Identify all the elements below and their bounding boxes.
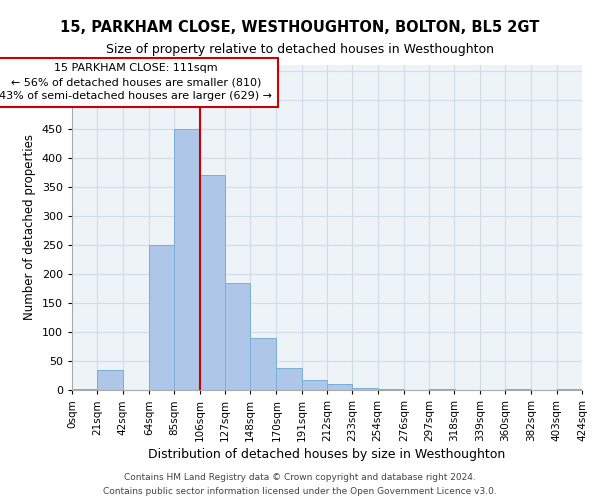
Bar	[327, 384, 352, 390]
Text: 15, PARKHAM CLOSE, WESTHOUGHTON, BOLTON, BL5 2GT: 15, PARKHAM CLOSE, WESTHOUGHTON, BOLTON,…	[61, 20, 539, 35]
Bar	[429, 389, 455, 390]
Bar	[72, 389, 97, 390]
Text: Contains HM Land Registry data © Crown copyright and database right 2024.: Contains HM Land Registry data © Crown c…	[124, 473, 476, 482]
Text: Contains public sector information licensed under the Open Government Licence v3: Contains public sector information licen…	[103, 486, 497, 496]
Y-axis label: Number of detached properties: Number of detached properties	[23, 134, 36, 320]
Bar	[352, 388, 377, 390]
Bar	[149, 245, 174, 390]
X-axis label: Distribution of detached houses by size in Westhoughton: Distribution of detached houses by size …	[148, 448, 506, 461]
Text: Size of property relative to detached houses in Westhoughton: Size of property relative to detached ho…	[106, 42, 494, 56]
Bar	[199, 176, 225, 390]
Bar	[174, 129, 199, 390]
Bar	[250, 338, 277, 390]
Bar	[225, 282, 250, 390]
Bar	[97, 370, 122, 390]
Bar	[302, 380, 327, 390]
Text: 15 PARKHAM CLOSE: 111sqm
← 56% of detached houses are smaller (810)
43% of semi-: 15 PARKHAM CLOSE: 111sqm ← 56% of detach…	[0, 64, 272, 102]
Bar	[277, 368, 302, 390]
